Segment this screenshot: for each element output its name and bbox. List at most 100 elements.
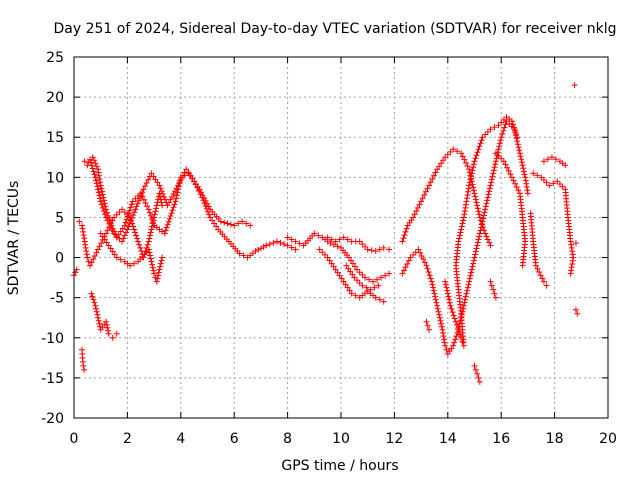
data-point: [165, 218, 172, 225]
y-tick-label: 25: [46, 50, 64, 66]
data-point: [482, 203, 489, 210]
data-point: [470, 184, 477, 191]
data-point: [458, 223, 465, 230]
data-point: [487, 126, 494, 133]
data-point: [454, 148, 461, 155]
data-point: [99, 233, 106, 240]
data-point: [101, 236, 108, 243]
y-tick-label: -10: [41, 331, 64, 347]
data-point: [321, 251, 328, 258]
x-tick-label: 4: [176, 431, 185, 447]
data-point: [461, 211, 468, 218]
data-point: [463, 198, 470, 205]
data-point: [568, 244, 575, 251]
y-tick-label: -15: [41, 371, 64, 387]
data-point: [169, 207, 176, 214]
data-point: [120, 235, 127, 242]
data-point: [460, 217, 467, 224]
data-point: [462, 201, 469, 208]
data-point: [482, 230, 489, 237]
data-point: [487, 278, 494, 285]
data-point: [423, 262, 430, 269]
data-point: [89, 165, 96, 172]
data-point: [540, 177, 547, 184]
y-tick-labels: -20 -15 -10 -5 0 5 10 15 20 25: [41, 50, 64, 427]
data-point: [413, 208, 420, 215]
data-point: [476, 214, 483, 221]
data-point: [459, 153, 466, 160]
data-point: [80, 362, 87, 369]
data-point: [569, 260, 576, 267]
data-point: [155, 272, 162, 279]
data-point: [496, 143, 503, 150]
data-point: [487, 182, 494, 189]
data-point: [491, 290, 498, 297]
series-sat-track-7: [71, 266, 80, 279]
x-tick-label: 20: [599, 431, 617, 447]
data-point: [130, 212, 137, 219]
data-point: [164, 221, 171, 228]
data-point: [476, 211, 483, 218]
data-point: [430, 284, 437, 291]
data-point: [211, 220, 218, 227]
data-point: [475, 236, 482, 243]
data-point: [495, 122, 502, 129]
data-point: [97, 182, 104, 189]
data-point: [520, 168, 527, 175]
data-point: [364, 246, 371, 253]
data-point: [92, 174, 99, 181]
data-point: [145, 246, 152, 253]
data-point: [424, 322, 431, 329]
data-point: [534, 265, 541, 272]
data-point: [157, 185, 164, 192]
data-point: [468, 173, 475, 180]
series-sat-track-8: [284, 230, 393, 285]
data-point: [515, 187, 522, 194]
data-point: [468, 266, 475, 273]
y-tick-label: -5: [50, 291, 64, 307]
data-point: [474, 239, 481, 246]
data-point: [430, 287, 437, 294]
data-point: [124, 211, 131, 218]
data-point: [131, 226, 138, 233]
data-point: [137, 244, 144, 251]
data-point: [415, 246, 422, 253]
data-point: [105, 327, 112, 334]
data-point: [101, 197, 108, 204]
data-point: [412, 249, 419, 256]
data-point: [572, 240, 579, 247]
data-point: [400, 235, 407, 242]
data-point: [436, 314, 443, 321]
data-point: [367, 286, 374, 293]
data-point: [135, 197, 142, 204]
y-tick-label: 10: [46, 170, 64, 186]
data-point: [111, 228, 118, 235]
data-point: [79, 225, 86, 232]
data-point: [185, 169, 192, 176]
data-point: [90, 168, 97, 175]
data-point: [366, 276, 373, 283]
data-point: [492, 158, 499, 165]
data-point: [404, 260, 411, 267]
data-point: [89, 154, 96, 161]
data-point: [129, 220, 136, 227]
data-point: [91, 171, 98, 178]
data-point: [151, 270, 158, 277]
data-point: [163, 224, 170, 231]
data-point: [90, 256, 97, 263]
data-point: [83, 248, 90, 255]
data-point: [165, 199, 172, 206]
data-point: [98, 201, 105, 208]
data-point: [153, 278, 160, 285]
data-point: [99, 188, 106, 195]
data-point: [80, 232, 87, 239]
data-point: [376, 246, 383, 253]
data-point: [411, 211, 418, 218]
data-point: [359, 282, 366, 289]
data-point: [479, 218, 486, 225]
data-point: [380, 244, 387, 251]
data-point: [442, 281, 449, 288]
data-point: [150, 267, 157, 274]
data-point: [523, 180, 530, 187]
data-point: [511, 124, 518, 131]
